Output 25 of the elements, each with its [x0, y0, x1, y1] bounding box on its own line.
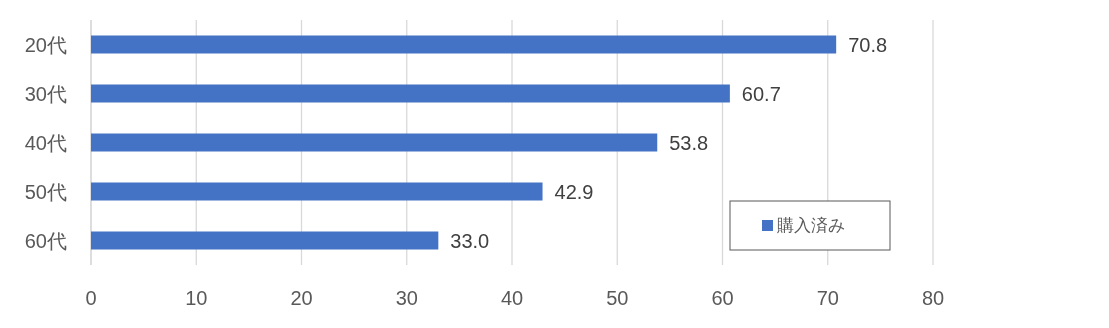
data-label: 60.7 — [741, 82, 781, 105]
x-tick-label: 80 — [921, 287, 945, 309]
data-label: 53.8 — [669, 131, 709, 154]
bar — [91, 182, 543, 201]
x-tick-label: 0 — [85, 287, 97, 309]
bar — [91, 231, 439, 250]
y-tick-label: 30代 — [24, 82, 67, 105]
legend-label: 購入済み — [777, 216, 845, 235]
data-label: 33.0 — [450, 229, 490, 252]
x-tick-label: 60 — [711, 287, 734, 309]
x-tick-label: 30 — [395, 287, 418, 309]
bar — [91, 35, 837, 54]
y-tick-label: 60代 — [24, 229, 67, 252]
x-tick-label: 70 — [816, 287, 839, 309]
x-tick-label: 40 — [500, 287, 524, 309]
bar — [91, 133, 658, 152]
x-tick-label: 20 — [290, 287, 313, 309]
data-label: 42.9 — [554, 180, 594, 203]
y-tick-label: 50代 — [24, 180, 67, 203]
x-tick-label: 10 — [185, 287, 208, 309]
x-tick-label: 50 — [606, 287, 629, 309]
bar — [91, 84, 730, 103]
y-tick-label: 20代 — [24, 33, 67, 56]
y-tick-label: 40代 — [24, 131, 67, 154]
data-label: 70.8 — [848, 33, 888, 56]
